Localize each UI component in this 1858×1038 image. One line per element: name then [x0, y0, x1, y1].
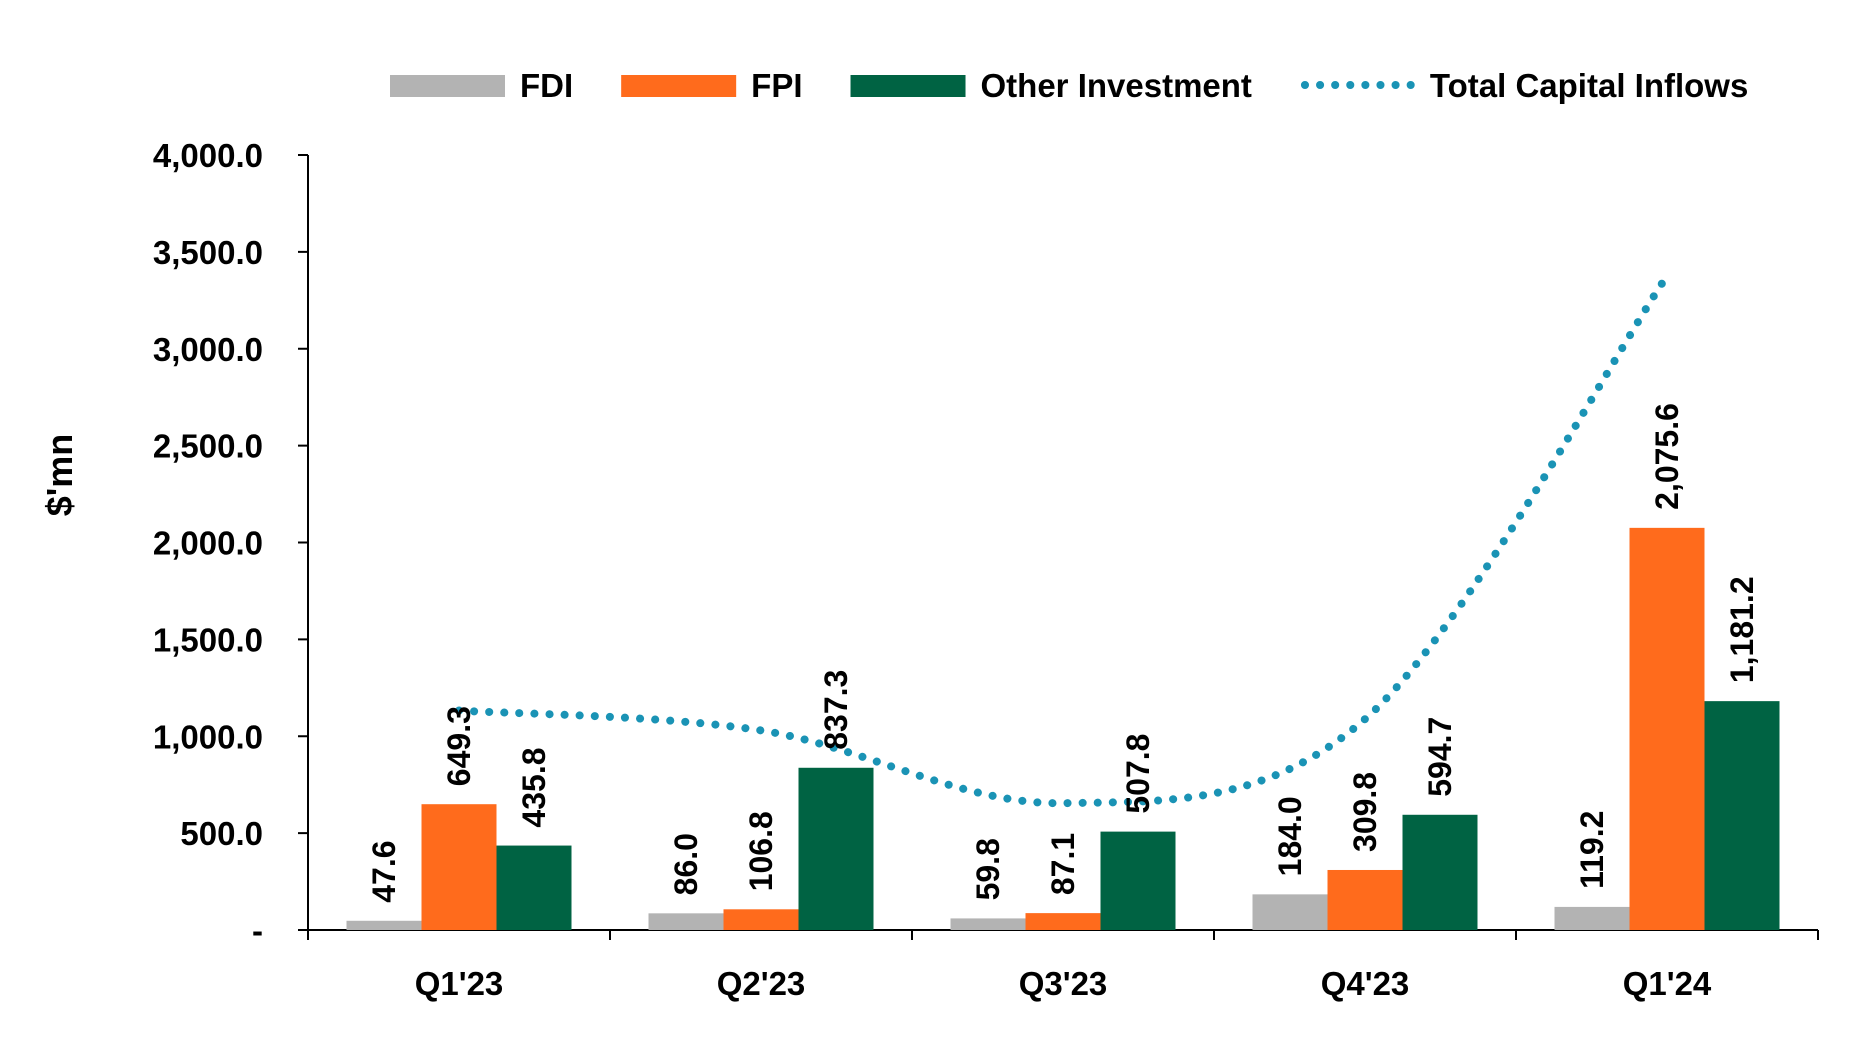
x-category-label: Q1'23 [415, 965, 504, 1002]
y-tick-label: - [252, 912, 263, 949]
bar-fdi [950, 918, 1026, 930]
data-label-fpi: 87.1 [1045, 833, 1081, 895]
data-labels-layer: 47.6 86.0 59.8 184.0 119.2 649.3 106.8 87.1 309.… [366, 403, 1760, 903]
data-label-fdi: 86.0 [668, 833, 704, 895]
data-label-fpi: 2,075.6 [1649, 403, 1685, 510]
x-category-label: Q4'23 [1321, 965, 1410, 1002]
bar-fpi [1629, 527, 1705, 930]
bar-fdi [1554, 906, 1630, 930]
bar-other-investment [1704, 701, 1780, 930]
data-label-fdi: 119.2 [1574, 811, 1610, 889]
x-category-label: Q2'23 [717, 965, 806, 1002]
y-tick-label: 2,000.0 [153, 525, 263, 562]
bar-fdi [346, 920, 422, 930]
data-label-other-investment: 507.8 [1120, 734, 1156, 814]
bar-other-investment [1100, 831, 1176, 930]
data-label-fpi: 106.8 [743, 811, 779, 891]
y-axis: - 500.0 1,000.0 1,500.0 2,000.0 2,500.0 3,000.… [39, 137, 309, 949]
legend-swatch-other-investment [850, 75, 966, 97]
data-label-fpi: 649.3 [441, 706, 477, 786]
legend: FDI FPI Other Investment Total Capital Infl… [390, 67, 1748, 104]
bar-fpi [421, 804, 497, 930]
data-label-other-investment: 1,181.2 [1724, 576, 1760, 683]
legend-swatch-fpi [621, 75, 737, 97]
x-axis: Q1'23 Q2'23 Q3'23 Q4'23 Q1'24 [307, 929, 1819, 1002]
legend-label-other-investment: Other Investment [981, 67, 1252, 104]
legend-label-fpi: FPI [751, 67, 802, 104]
legend-label-total-capital-inflows: Total Capital Inflows [1430, 67, 1748, 104]
y-tick-label: 4,000.0 [153, 137, 263, 174]
y-tick-label: 3,000.0 [153, 331, 263, 368]
data-label-other-investment: 594.7 [1422, 717, 1458, 797]
data-label-fdi: 59.8 [970, 838, 1006, 900]
data-label-fpi: 309.8 [1347, 772, 1383, 852]
bar-fpi [1025, 913, 1101, 930]
line-layer [455, 271, 1671, 808]
bar-other-investment [496, 845, 572, 930]
y-tick-label: 1,000.0 [153, 718, 263, 755]
data-label-fdi: 184.0 [1272, 796, 1308, 876]
bar-fdi [648, 913, 724, 930]
y-tick-label: 1,500.0 [153, 621, 263, 658]
bar-fpi [723, 909, 799, 930]
legend-label-fdi: FDI [520, 67, 573, 104]
line-total-capital-inflows [455, 271, 1671, 808]
bar-fpi [1327, 869, 1403, 930]
data-label-other-investment: 435.8 [516, 747, 552, 827]
bar-other-investment [1402, 814, 1478, 930]
x-category-label: Q1'24 [1623, 965, 1712, 1002]
y-axis-title: $'mn [39, 434, 80, 517]
y-tick-label: 3,500.0 [153, 234, 263, 271]
bar-other-investment [798, 767, 874, 930]
data-label-fdi: 47.6 [366, 840, 402, 902]
x-category-label: Q3'23 [1019, 965, 1108, 1002]
legend-swatch-fdi [390, 75, 505, 97]
bar-fdi [1252, 894, 1328, 930]
y-tick-label: 2,500.0 [153, 428, 263, 465]
data-label-other-investment: 837.3 [818, 670, 854, 750]
bars-layer [346, 527, 1780, 930]
y-tick-label: 500.0 [180, 815, 263, 852]
